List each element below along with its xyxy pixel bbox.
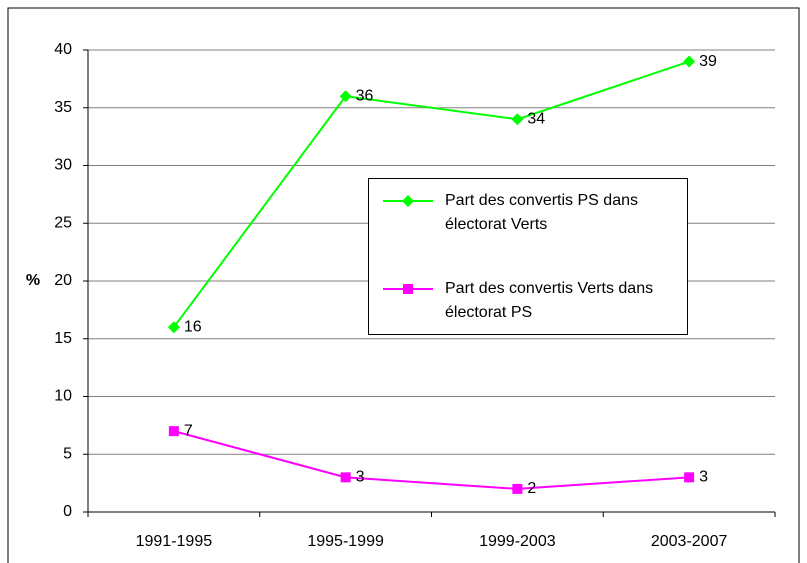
data-label: 34 [527, 111, 545, 128]
y-tick-label: 30 [54, 157, 72, 174]
marker [402, 195, 414, 207]
x-tick-label: 2003-2007 [651, 533, 728, 550]
marker [511, 113, 524, 126]
data-label: 7 [184, 422, 193, 439]
legend-label: Part des convertis Verts dans électorat … [445, 280, 654, 321]
legend-item: Part des convertis Verts dans électorat … [383, 277, 685, 325]
marker [339, 90, 352, 103]
y-tick-label: 20 [54, 272, 72, 289]
y-tick-label: 35 [54, 99, 72, 116]
x-tick-label: 1995-1999 [307, 533, 384, 550]
y-tick-label: 25 [54, 214, 72, 231]
marker [512, 483, 523, 494]
series-line [173, 430, 690, 490]
y-tick-label: 0 [63, 503, 72, 520]
legend-label: Part des convertis PS dans électorat Ver… [445, 192, 638, 233]
legend-swatch [383, 284, 433, 294]
x-tick-label: 1999-2003 [479, 533, 556, 550]
data-label: 3 [356, 469, 365, 486]
y-tick-label: 15 [54, 330, 72, 347]
data-label: 16 [184, 318, 202, 335]
marker [684, 472, 695, 483]
data-label: 3 [699, 469, 708, 486]
data-label: 39 [699, 53, 717, 70]
data-label: 36 [356, 87, 374, 104]
data-label: 2 [527, 480, 536, 497]
y-tick-label: 5 [63, 445, 72, 462]
y-tick-label: 40 [54, 41, 72, 58]
legend-item: Part des convertis PS dans électorat Ver… [383, 189, 685, 237]
marker [340, 472, 351, 483]
legend: Part des convertis PS dans électorat Ver… [368, 178, 688, 335]
series-line [173, 60, 690, 328]
y-tick-label: 10 [54, 388, 72, 405]
marker [167, 321, 180, 334]
y-axis-label: % [26, 272, 40, 289]
marker [403, 284, 413, 294]
marker [168, 426, 179, 437]
x-tick-label: 1991-1995 [136, 533, 213, 550]
marker [683, 55, 696, 68]
legend-swatch [383, 195, 433, 207]
